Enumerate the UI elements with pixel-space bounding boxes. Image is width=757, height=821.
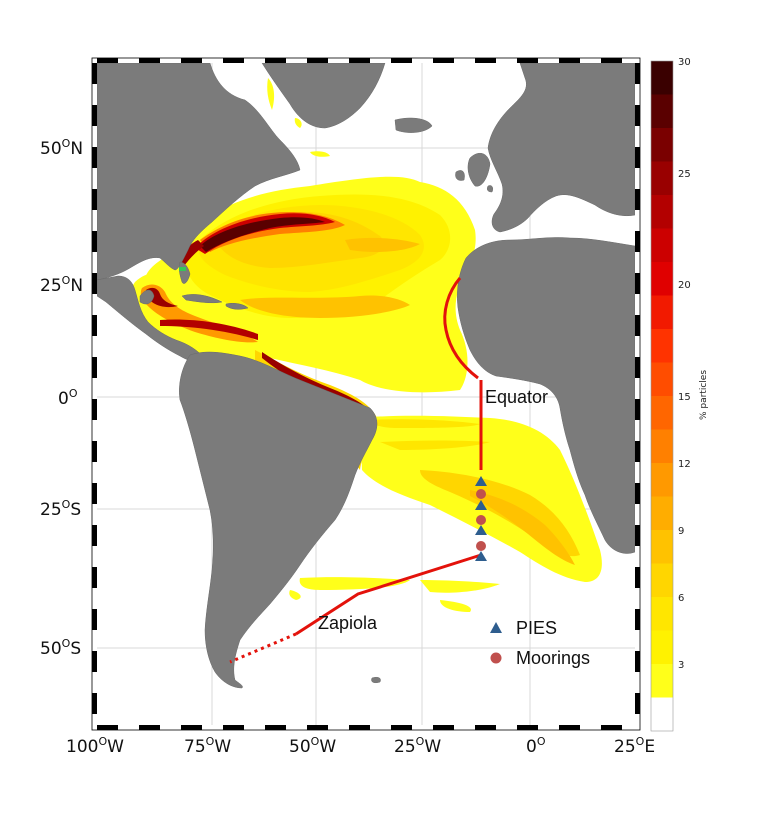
lat-label-50s: 50OS: [40, 637, 81, 659]
colorbar-swatch: [651, 295, 673, 330]
legend-moorings-icon: [490, 652, 502, 664]
colorbar-title: % particles: [699, 370, 709, 420]
colorbar-swatch: [651, 496, 673, 531]
legend: PIES Moorings: [490, 618, 590, 668]
colorbar-swatch: [651, 262, 673, 296]
pies-marker: [475, 551, 487, 561]
lon-label-25w: 25OW: [394, 735, 441, 757]
lon-label-25e: 25OE: [614, 735, 655, 757]
colorbar-swatch: [651, 161, 673, 196]
map-frame: [91, 57, 641, 731]
mooring-marker: [476, 489, 486, 499]
colorbar-swatch: [651, 429, 673, 464]
colorbar-swatch: [651, 61, 673, 95]
section-lines: [229, 277, 483, 664]
colorbar-swatch: [651, 128, 673, 162]
lon-label-0: 0O: [526, 735, 546, 757]
colorbar-swatch: [651, 329, 673, 363]
lon-label-100w: 100OW: [66, 735, 124, 757]
colorbar-border: [650, 60, 674, 732]
lat-label-equator: 0O: [58, 387, 78, 409]
legend-moorings-label: Moorings: [516, 648, 590, 668]
release-marker: [179, 267, 186, 271]
colorbar-swatch: [651, 228, 673, 263]
mooring-marker: [476, 541, 486, 551]
colorbar-swatch: [651, 463, 673, 497]
zapiola-section-line: [295, 553, 482, 636]
colorbar-tick-label: 30: [678, 57, 691, 68]
colorbar-tick-label: 3: [678, 660, 684, 671]
colorbar: [650, 60, 674, 732]
lat-label-50n: 50ON: [40, 137, 83, 159]
zapiola-label: Zapiola: [318, 613, 378, 633]
colorbar-tick-label: 9: [678, 526, 684, 537]
colorbar-swatch: [651, 630, 673, 665]
colorbar-swatch: [651, 362, 673, 397]
colorbar-swatch: [651, 195, 673, 229]
mooring-marker: [476, 515, 486, 525]
lat-label-25n: 25ON: [40, 274, 83, 296]
colorbar-tick-label: 25: [678, 169, 691, 180]
land: [97, 63, 635, 689]
legend-pies-icon: [490, 622, 502, 633]
lat-axis-labels: 50ON 25ON 0O 25OS 50OS: [40, 137, 83, 659]
pies-marker: [475, 500, 487, 510]
equator-label: Equator: [485, 387, 548, 407]
legend-pies-label: PIES: [516, 618, 557, 638]
colorbar-tick-label: 12: [678, 459, 691, 470]
colorbar-swatch: [651, 94, 673, 129]
pies-marker: [475, 476, 487, 486]
colorbar-tick-label: 6: [678, 593, 684, 604]
colorbar-swatch: [651, 563, 673, 598]
colorbar-swatch: [651, 396, 673, 430]
lon-axis-labels: 100OW 75OW 50OW 25OW 0O 25OE: [66, 735, 655, 757]
zapiola-dotted-line: [229, 632, 297, 664]
colorbar-swatch: [651, 697, 673, 732]
colorbar-tick-label: 20: [678, 280, 691, 291]
pies-marker: [475, 525, 487, 535]
colorbar-tick-label: 15: [678, 392, 691, 403]
lat-label-25s: 25OS: [40, 498, 81, 520]
colorbar-swatch: [651, 530, 673, 564]
lon-label-75w: 75OW: [184, 735, 231, 757]
colorbar-ticks: 30 25 20 15 12 9 6 3: [678, 57, 691, 671]
canary-section-line: [443, 277, 479, 380]
colorbar-swatch: [651, 597, 673, 631]
array-markers: [475, 476, 487, 561]
lon-label-50w: 50OW: [289, 735, 336, 757]
colorbar-swatch: [651, 664, 673, 698]
